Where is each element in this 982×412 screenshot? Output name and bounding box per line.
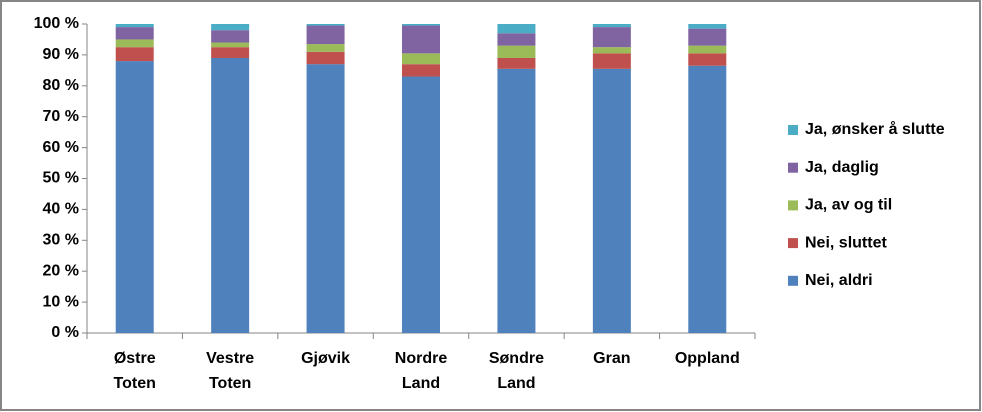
bar-segment xyxy=(592,53,631,69)
bar-segment xyxy=(115,39,154,48)
bar-segment xyxy=(115,47,154,62)
bar-segment xyxy=(592,24,631,28)
legend-swatch xyxy=(788,162,798,173)
bar-segment xyxy=(402,25,440,54)
y-tick-label: 40 % xyxy=(43,201,79,218)
bar-segment xyxy=(497,45,536,58)
bar-segment xyxy=(402,53,440,65)
y-tick-label: 90 % xyxy=(43,46,79,63)
bar-segment xyxy=(115,61,154,334)
bar-segment xyxy=(211,30,250,43)
x-tick-label: Gran xyxy=(593,350,630,367)
bar-segment xyxy=(306,64,345,334)
bar-segment xyxy=(688,45,727,54)
y-tick-label: 60 % xyxy=(43,139,79,156)
legend-swatch xyxy=(788,200,798,211)
legend-swatch xyxy=(788,275,798,286)
bar-segment xyxy=(497,57,536,69)
y-tick-label: 100 % xyxy=(34,15,79,32)
y-tick-label: 0 % xyxy=(51,324,79,341)
bar-segment xyxy=(592,68,631,334)
bar-segment xyxy=(688,53,727,66)
legend-label: Ja, ønsker å slutte xyxy=(805,120,945,138)
bar-segment xyxy=(306,44,345,52)
bar-segment xyxy=(306,24,345,26)
y-tick-label: 30 % xyxy=(43,232,79,249)
bar-segment xyxy=(592,47,631,54)
bar-segment xyxy=(306,51,345,65)
bar-segment xyxy=(688,28,727,46)
y-tick-label: 10 % xyxy=(43,293,79,310)
bar-segment xyxy=(497,24,536,34)
x-tick-label: Vestre Toten xyxy=(206,350,254,392)
x-tick-label: Nordre Land xyxy=(395,350,448,392)
bar-segment xyxy=(688,65,727,333)
y-tick-label: 80 % xyxy=(43,77,79,94)
y-tick-label: 20 % xyxy=(43,262,79,279)
x-tick-label: Søndre Land xyxy=(489,350,544,392)
legend-swatch xyxy=(788,125,798,135)
bar-segment xyxy=(688,24,727,29)
legend-label: Ja, daglig xyxy=(805,159,879,176)
x-tick-label: Østre Toten xyxy=(114,350,156,392)
bar-segment xyxy=(402,24,440,26)
bar-segment xyxy=(402,76,440,333)
bar-segment xyxy=(115,24,154,28)
bar-segment xyxy=(211,42,250,48)
x-tick-label: Gjøvik xyxy=(301,350,350,367)
bar-segment xyxy=(402,64,440,77)
y-tick-label: 70 % xyxy=(43,108,79,125)
bar-segment xyxy=(592,27,631,48)
x-tick-label: Oppland xyxy=(675,350,740,367)
bar-segment xyxy=(497,33,536,46)
bar-segment xyxy=(211,47,250,58)
bar-segment xyxy=(211,57,250,334)
legend-swatch xyxy=(788,238,798,249)
y-tick-label: 50 % xyxy=(43,170,79,187)
bar-segment xyxy=(115,27,154,40)
bar-segment xyxy=(497,68,536,334)
legend-label: Ja, av og til xyxy=(805,197,892,214)
legend-label: Nei, sluttet xyxy=(805,234,887,251)
bar-segment xyxy=(306,25,345,45)
bar-segment xyxy=(211,24,250,31)
legend-label: Nei, aldri xyxy=(805,272,873,289)
